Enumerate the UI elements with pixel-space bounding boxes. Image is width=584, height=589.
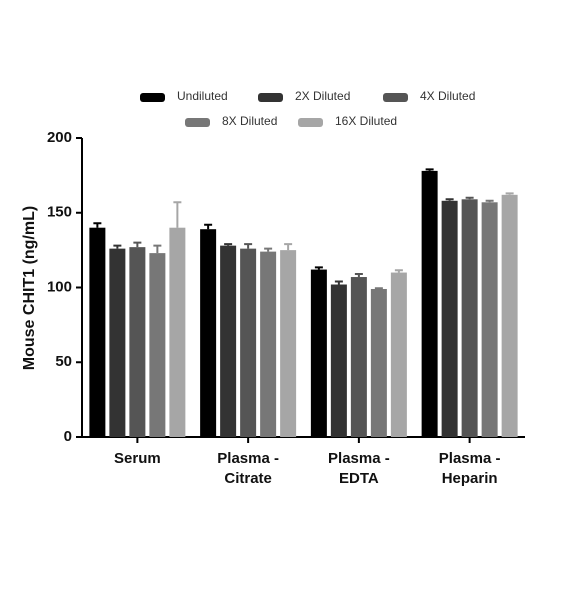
bar [149, 253, 166, 437]
y-tick-label: 100 [47, 278, 72, 295]
bar [109, 248, 126, 437]
legend-label: Undiluted [177, 89, 228, 103]
legend-swatch [140, 93, 165, 102]
error-bar [374, 287, 383, 290]
bar [260, 251, 277, 437]
error-bar [264, 247, 273, 252]
error-bar [93, 222, 102, 228]
bar [390, 272, 407, 437]
bar [330, 284, 347, 437]
error-bar [284, 243, 293, 251]
y-tick-label: 0 [64, 428, 72, 445]
y-tick-label: 50 [55, 353, 72, 370]
bar [129, 247, 146, 437]
bar [441, 200, 458, 437]
legend-label: 2X Diluted [295, 89, 350, 103]
error-bar [133, 241, 142, 248]
x-tick-label: Plasma - [217, 450, 279, 467]
bar [350, 277, 367, 437]
error-bar [173, 201, 182, 228]
bar [481, 202, 498, 437]
error-bar [354, 273, 363, 278]
error-bar [314, 266, 323, 270]
bar [421, 170, 438, 437]
legend-label: 8X Diluted [222, 114, 277, 128]
legend-swatch [258, 93, 283, 102]
y-axis-title: Mouse CHIT1 (ng/mL) [21, 206, 38, 370]
error-bar [244, 243, 253, 249]
legend-swatch [185, 118, 210, 127]
error-bar [153, 244, 162, 254]
error-bar [224, 243, 233, 246]
bar [280, 250, 297, 437]
x-tick-label: Plasma - [439, 450, 501, 467]
error-bar [394, 269, 403, 273]
legend-swatch [298, 118, 323, 127]
bar [169, 227, 186, 437]
bar [220, 245, 237, 437]
error-bar [485, 199, 494, 203]
error-bar [505, 192, 514, 195]
bar [200, 229, 217, 437]
error-bar [425, 168, 434, 171]
error-bar [334, 280, 343, 285]
bar [501, 194, 518, 437]
bar [310, 269, 327, 437]
error-bar [204, 223, 213, 230]
x-tick-label: Heparin [442, 470, 498, 487]
bar [370, 288, 387, 437]
y-tick-label: 150 [47, 204, 72, 221]
x-tick-label: Plasma - [328, 450, 390, 467]
error-bar [113, 244, 122, 249]
x-tick-label: Serum [114, 450, 161, 467]
x-tick-label: Citrate [224, 470, 272, 487]
x-tick-label: EDTA [339, 470, 379, 487]
error-bar [445, 198, 454, 201]
bar [89, 227, 106, 437]
bar [461, 199, 478, 437]
legend-label: 4X Diluted [420, 89, 475, 103]
bar [240, 248, 257, 437]
legend-swatch [383, 93, 408, 102]
legend-label: 16X Diluted [335, 114, 397, 128]
error-bar [465, 196, 474, 200]
y-tick-label: 200 [47, 129, 72, 146]
